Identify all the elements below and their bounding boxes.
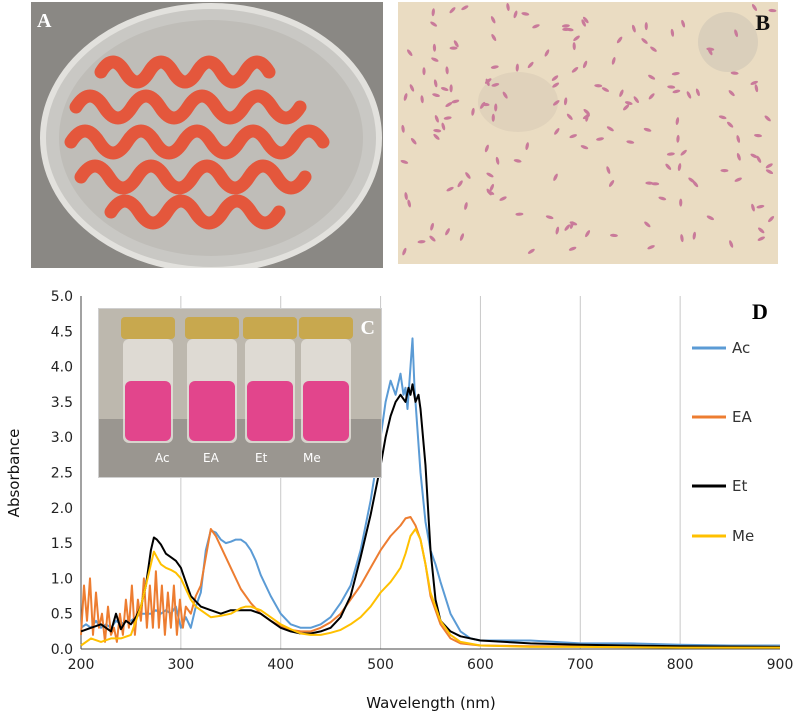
y-tick-0.0: 0.0 <box>51 642 73 658</box>
x-tick-300: 300 <box>167 657 194 673</box>
legend-label-ea: EA <box>732 408 752 426</box>
x-tick-700: 700 <box>567 657 594 673</box>
photo-microscopy: B <box>398 2 778 264</box>
y-tick-0.5: 0.5 <box>51 607 73 623</box>
chart-series <box>80 337 781 649</box>
panel-letter-c: C <box>360 317 375 339</box>
vial-label-ac: Ac <box>155 451 170 465</box>
y-tick-3.0: 3.0 <box>51 430 73 446</box>
vial-label-me: Me <box>303 451 321 465</box>
x-tick-400: 400 <box>267 657 294 673</box>
legend-label-me: Me <box>732 527 754 545</box>
legend-label-et: Et <box>732 477 747 495</box>
legend-label-ac: Ac <box>732 339 750 357</box>
y-tick-1.0: 1.0 <box>51 571 73 587</box>
series-line-ea <box>80 516 780 648</box>
x-tick-600: 600 <box>467 657 494 673</box>
microscopy-illustration <box>398 2 778 264</box>
y-tick-2.5: 2.5 <box>51 466 73 482</box>
panel-letter-d: D <box>752 299 768 324</box>
x-tick-900: 900 <box>767 657 794 673</box>
vial-label-ea: EA <box>203 451 219 465</box>
chart-legend: Ac EA Et Me <box>692 339 754 545</box>
y-tick-4.0: 4.0 <box>51 360 73 376</box>
y-tick-5.0: 5.0 <box>51 289 73 305</box>
photo-vials-inset: C Ac EA Et Me <box>98 308 382 478</box>
absorbance-chart: 200 300 400 500 600 700 800 900 0.0 0.5 1.0 1.5 2.0 2… <box>5 289 794 712</box>
photo-petri-dish: A <box>31 2 383 268</box>
vials-illustration <box>99 309 381 477</box>
x-tick-200: 200 <box>68 657 95 673</box>
petri-dish-illustration <box>31 2 383 268</box>
x-tick-800: 800 <box>667 657 694 673</box>
series-line-me <box>80 528 780 649</box>
series-line-ac <box>80 337 780 647</box>
panel-letter-a: A <box>37 10 52 32</box>
y-axis-title: Absorbance <box>5 429 23 518</box>
y-tick-3.5: 3.5 <box>51 395 73 411</box>
chart-axes: 200 300 400 500 600 700 800 900 0.0 0.5 1.0 1.5 2.0 2… <box>51 289 794 673</box>
x-tick-500: 500 <box>367 657 394 673</box>
y-tick-2.0: 2.0 <box>51 501 73 517</box>
x-axis-title: Wavelength (nm) <box>366 694 496 712</box>
panel-letter-b: B <box>755 10 770 35</box>
vial-label-et: Et <box>255 451 268 465</box>
y-tick-4.5: 4.5 <box>51 324 73 340</box>
y-tick-1.5: 1.5 <box>51 536 73 552</box>
